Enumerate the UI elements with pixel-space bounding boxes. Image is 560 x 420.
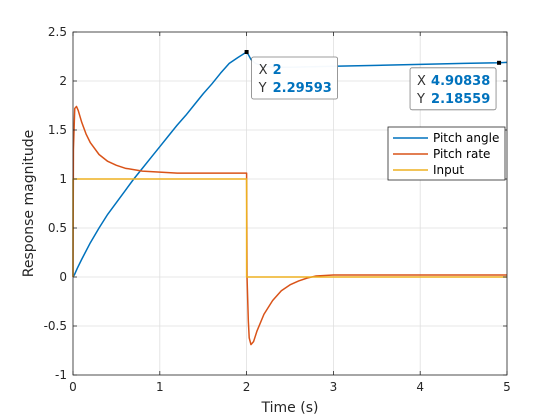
y-tick-label: 0 [59, 270, 67, 284]
datatip-y-value: 2.29593 [273, 81, 332, 96]
legend-label: Pitch rate [433, 147, 490, 161]
y-tick-label: 1 [59, 172, 67, 186]
x-tick-label: 4 [416, 380, 424, 394]
y-tick-label: 2 [59, 74, 67, 88]
datatip-y-value: 2.18559 [431, 92, 490, 107]
datatip-y-key: Y [416, 92, 425, 107]
datatip-x-value: 2 [273, 63, 282, 78]
y-tick-label: 1.5 [48, 123, 67, 137]
x-axis-label: Time (s) [261, 400, 319, 416]
axis-ticks: 0 1 2 3 4 5 -1 -0.5 0 0.5 1 1.5 2 2.5 [44, 25, 511, 394]
datatip-marker[interactable] [497, 60, 502, 65]
datatip-box: X 2Y 2.29593 [251, 56, 339, 100]
y-tick-label: -0.5 [44, 319, 67, 333]
series-line-1 [72, 105, 507, 346]
legend-label: Pitch angle [433, 131, 499, 145]
axes-frame [72, 31, 508, 376]
datatip-marker[interactable] [244, 49, 249, 54]
y-axis-label: Response magnitude [21, 130, 37, 277]
x-tick-label: 0 [69, 380, 77, 394]
datatip-background [409, 67, 497, 111]
x-tick-label: 5 [503, 380, 511, 394]
y-tick-label: -1 [55, 368, 67, 382]
datatip-x-key: X [259, 63, 268, 78]
y-tick-label: 0.5 [48, 221, 67, 235]
legend-label: Input [433, 163, 464, 177]
datatip-background [251, 56, 339, 100]
datatip-y-key: Y [258, 81, 267, 96]
x-tick-label: 1 [156, 380, 164, 394]
x-tick-label: 3 [330, 380, 338, 394]
datatip-x-key: X [417, 74, 426, 89]
datatip-box: X 4.90838 Y 2.18559 [409, 67, 497, 111]
legend[interactable]: Pitch angle Pitch rate Input [387, 126, 506, 181]
y-tick-label: 2.5 [48, 25, 67, 39]
x-tick-label: 2 [243, 380, 251, 394]
datatip-x-value: 4.90838 [431, 74, 490, 89]
